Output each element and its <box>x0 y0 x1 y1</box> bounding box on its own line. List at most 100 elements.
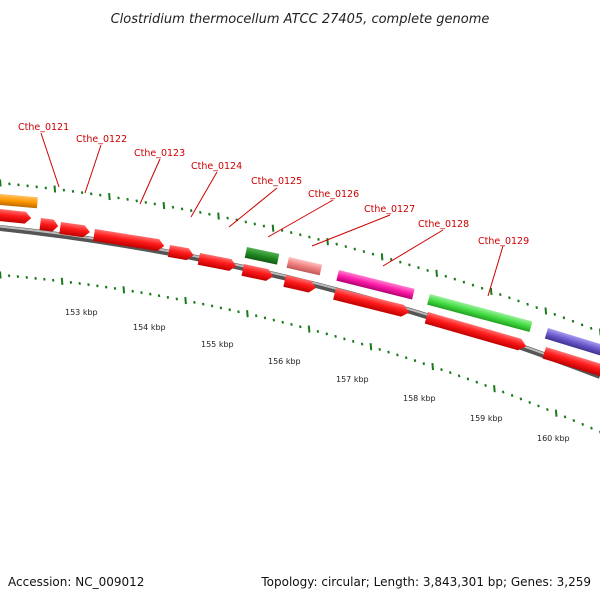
minor-tick <box>149 292 152 296</box>
minor-tick <box>553 312 557 316</box>
minor-tick <box>237 310 240 314</box>
minor-tick <box>89 192 93 196</box>
map-title: Clostridium thermocellum ATCC 27405, com… <box>111 12 490 27</box>
minor-tick <box>117 196 120 200</box>
cds-arrow[interactable] <box>0 209 32 224</box>
minor-tick <box>210 304 214 308</box>
minor-tick <box>244 220 248 224</box>
minor-tick <box>299 325 302 329</box>
minor-tick <box>87 283 90 287</box>
gene-label[interactable]: Cthe_0128 <box>418 219 469 230</box>
minor-tick <box>43 277 46 281</box>
minor-tick <box>35 185 38 189</box>
major-tick <box>60 277 64 285</box>
minor-tick <box>8 182 11 186</box>
gene-label[interactable]: Cthe_0121 <box>18 122 69 133</box>
major-tick <box>431 363 434 371</box>
gene-label[interactable]: Cthe_0125 <box>251 176 302 187</box>
cds-arrow[interactable] <box>333 288 411 318</box>
genome-summary-text: Topology: circular; Length: 3,843,301 bp… <box>260 575 591 589</box>
minor-tick <box>144 200 148 204</box>
cds-arrow[interactable] <box>241 264 275 282</box>
kbp-label: 159 kbp <box>470 414 503 423</box>
minor-tick <box>408 263 411 267</box>
minor-tick <box>396 353 399 357</box>
minor-tick <box>17 183 20 187</box>
minor-tick <box>153 202 157 206</box>
kbp-label: 158 kbp <box>403 394 436 403</box>
cds-arrow[interactable] <box>39 218 59 232</box>
feature-orange[interactable] <box>0 194 38 209</box>
cds-arrows <box>0 209 600 377</box>
cds-arrow[interactable] <box>93 229 165 252</box>
minor-tick <box>546 408 549 412</box>
minor-tick <box>44 186 48 190</box>
cds-arrow[interactable] <box>424 312 528 352</box>
major-tick <box>122 286 126 294</box>
minor-tick <box>80 191 84 195</box>
outer-tick-track <box>0 179 600 336</box>
major-tick <box>554 409 558 417</box>
gene-label[interactable]: Cthe_0123 <box>134 148 185 159</box>
feature-magenta[interactable] <box>336 270 415 300</box>
minor-tick <box>457 374 461 378</box>
gene-label[interactable]: Cthe_0127 <box>364 204 415 215</box>
gene-label[interactable]: Cthe_0122 <box>76 134 127 145</box>
minor-tick <box>499 293 502 297</box>
minor-tick <box>360 342 364 346</box>
minor-tick <box>189 209 193 213</box>
minor-tick <box>353 247 357 251</box>
minor-tick <box>562 316 566 320</box>
minor-tick <box>208 212 211 216</box>
kbp-label: 153 kbp <box>65 308 98 317</box>
minor-tick <box>253 222 257 226</box>
minor-tick <box>201 302 205 306</box>
gene-label[interactable]: Cthe_0126 <box>308 189 359 200</box>
feature-light-pink[interactable] <box>286 257 323 276</box>
minor-tick <box>263 316 267 320</box>
minor-tick <box>589 326 593 330</box>
gene-label[interactable]: Cthe_0124 <box>191 161 242 172</box>
minor-tick <box>193 300 196 304</box>
minor-tick <box>572 419 576 423</box>
genome-backbone <box>0 225 600 379</box>
minor-tick <box>171 205 175 209</box>
minor-tick <box>25 275 29 279</box>
cds-arrow[interactable] <box>283 275 317 294</box>
minor-tick <box>281 320 284 324</box>
feature-purple[interactable] <box>544 328 600 357</box>
minor-tick <box>563 415 567 419</box>
minor-tick <box>199 210 202 214</box>
gene-labels: Cthe_0121 Cthe_0122 Cthe_0123 Cthe_0124 … <box>18 122 529 247</box>
minor-tick <box>175 297 179 301</box>
minor-tick <box>528 400 531 404</box>
major-tick <box>217 212 220 220</box>
minor-tick <box>62 188 66 192</box>
feature-dark-green[interactable] <box>244 247 280 265</box>
cds-arrow[interactable] <box>197 253 238 272</box>
kbp-label: 154 kbp <box>133 323 166 332</box>
minor-tick <box>475 380 479 384</box>
major-tick <box>108 193 111 201</box>
kbp-labels: 153 kbp 154 kbp 155 kbp 156 kbp 157 kbp … <box>65 308 570 443</box>
cds-arrow[interactable] <box>59 222 90 238</box>
major-tick <box>307 325 311 333</box>
minor-tick <box>316 329 320 333</box>
major-tick <box>489 287 493 295</box>
inner-tick-track <box>0 271 600 434</box>
minor-tick <box>535 306 538 310</box>
minor-tick <box>413 359 417 363</box>
minor-tick <box>334 334 337 338</box>
feature-green[interactable] <box>427 294 533 333</box>
minor-tick <box>219 306 223 310</box>
gene-label[interactable]: Cthe_0129 <box>478 236 529 247</box>
cds-arrow[interactable] <box>542 347 600 377</box>
minor-tick <box>113 286 117 290</box>
kbp-label: 155 kbp <box>201 340 234 349</box>
cds-arrow[interactable] <box>167 245 195 261</box>
minor-tick <box>26 184 29 188</box>
minor-tick <box>344 245 348 249</box>
accession-text: Accession: NC_009012 <box>8 575 144 589</box>
minor-tick <box>335 242 338 246</box>
